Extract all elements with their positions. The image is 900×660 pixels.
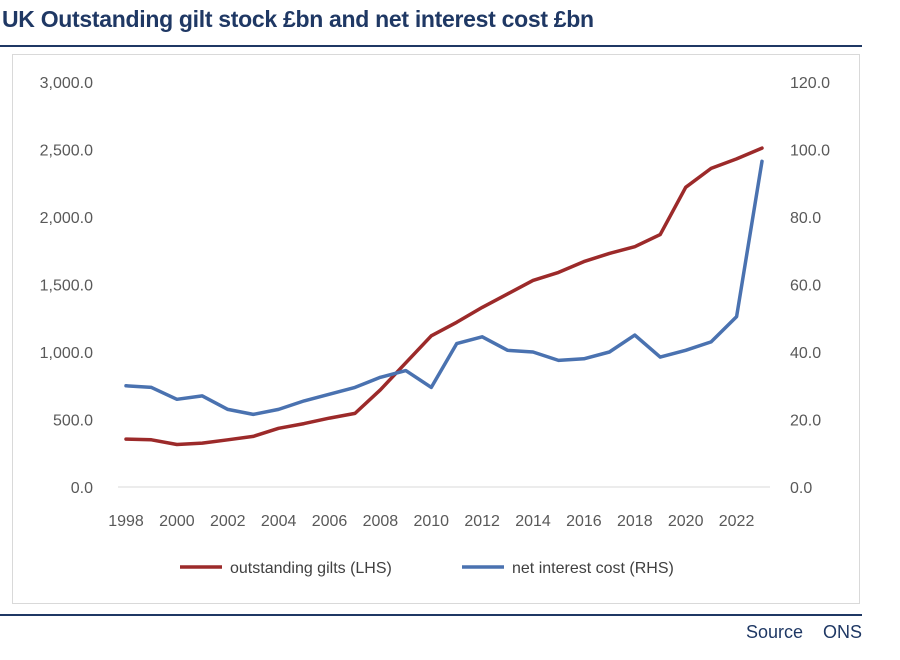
left-tick-label: 500.0 (53, 413, 93, 430)
series-lines (124, 146, 764, 447)
outstanding-gilts-line (124, 146, 764, 447)
title-divider (0, 45, 862, 47)
right-axis-ticks: 0.0 20.0 40.0 60.0 80.0 100.0 120.0 (790, 75, 830, 497)
left-tick-label: 2,500.0 (40, 143, 93, 160)
legend-label: net interest cost (RHS) (512, 560, 674, 577)
right-tick-label: 100.0 (790, 143, 830, 160)
right-tick-label: 20.0 (790, 413, 821, 430)
x-tick-label: 2002 (210, 513, 246, 530)
x-axis-ticks: 1998 2000 2002 2004 2006 2008 2010 2012 2014 2016… (108, 513, 754, 530)
legend: outstanding gilts (LHS) net interest cost… (180, 560, 674, 577)
legend-label: outstanding gilts (LHS) (230, 560, 392, 577)
x-tick-label: 1998 (108, 513, 144, 530)
source-value: ONS (822, 622, 862, 642)
x-tick-label: 2014 (515, 513, 551, 530)
left-tick-label: 2,000.0 (40, 210, 93, 227)
source-note: Source ONS (746, 622, 862, 643)
left-tick-label: 1,500.0 (40, 278, 93, 295)
x-tick-label: 2010 (413, 513, 449, 530)
right-tick-label: 80.0 (790, 210, 821, 227)
net-interest-cost-line (124, 159, 764, 417)
x-tick-label: 2018 (617, 513, 653, 530)
source-label: Source (745, 622, 803, 642)
x-tick-label: 2016 (566, 513, 602, 530)
x-tick-label: 2020 (668, 513, 704, 530)
x-tick-label: 2006 (312, 513, 348, 530)
right-tick-label: 120.0 (790, 75, 830, 92)
chart-title: UK Outstanding gilt stock £bn and net in… (2, 6, 594, 32)
x-tick-label: 2004 (261, 513, 297, 530)
x-tick-label: 2008 (363, 513, 399, 530)
footer-divider (0, 614, 862, 616)
left-tick-label: 3,000.0 (40, 75, 93, 92)
left-tick-label: 0.0 (71, 480, 93, 497)
right-tick-label: 40.0 (790, 345, 821, 362)
right-tick-label: 60.0 (790, 278, 821, 295)
left-axis-ticks: 0.0 500.0 1,000.0 1,500.0 2,000.0 2,500.0 3,00… (40, 75, 93, 497)
x-tick-label: 2022 (719, 513, 755, 530)
chart-frame (12, 54, 860, 604)
right-tick-label: 0.0 (790, 480, 812, 497)
x-tick-label: 2012 (464, 513, 500, 530)
left-tick-label: 1,000.0 (40, 345, 93, 362)
x-tick-label: 2000 (159, 513, 195, 530)
